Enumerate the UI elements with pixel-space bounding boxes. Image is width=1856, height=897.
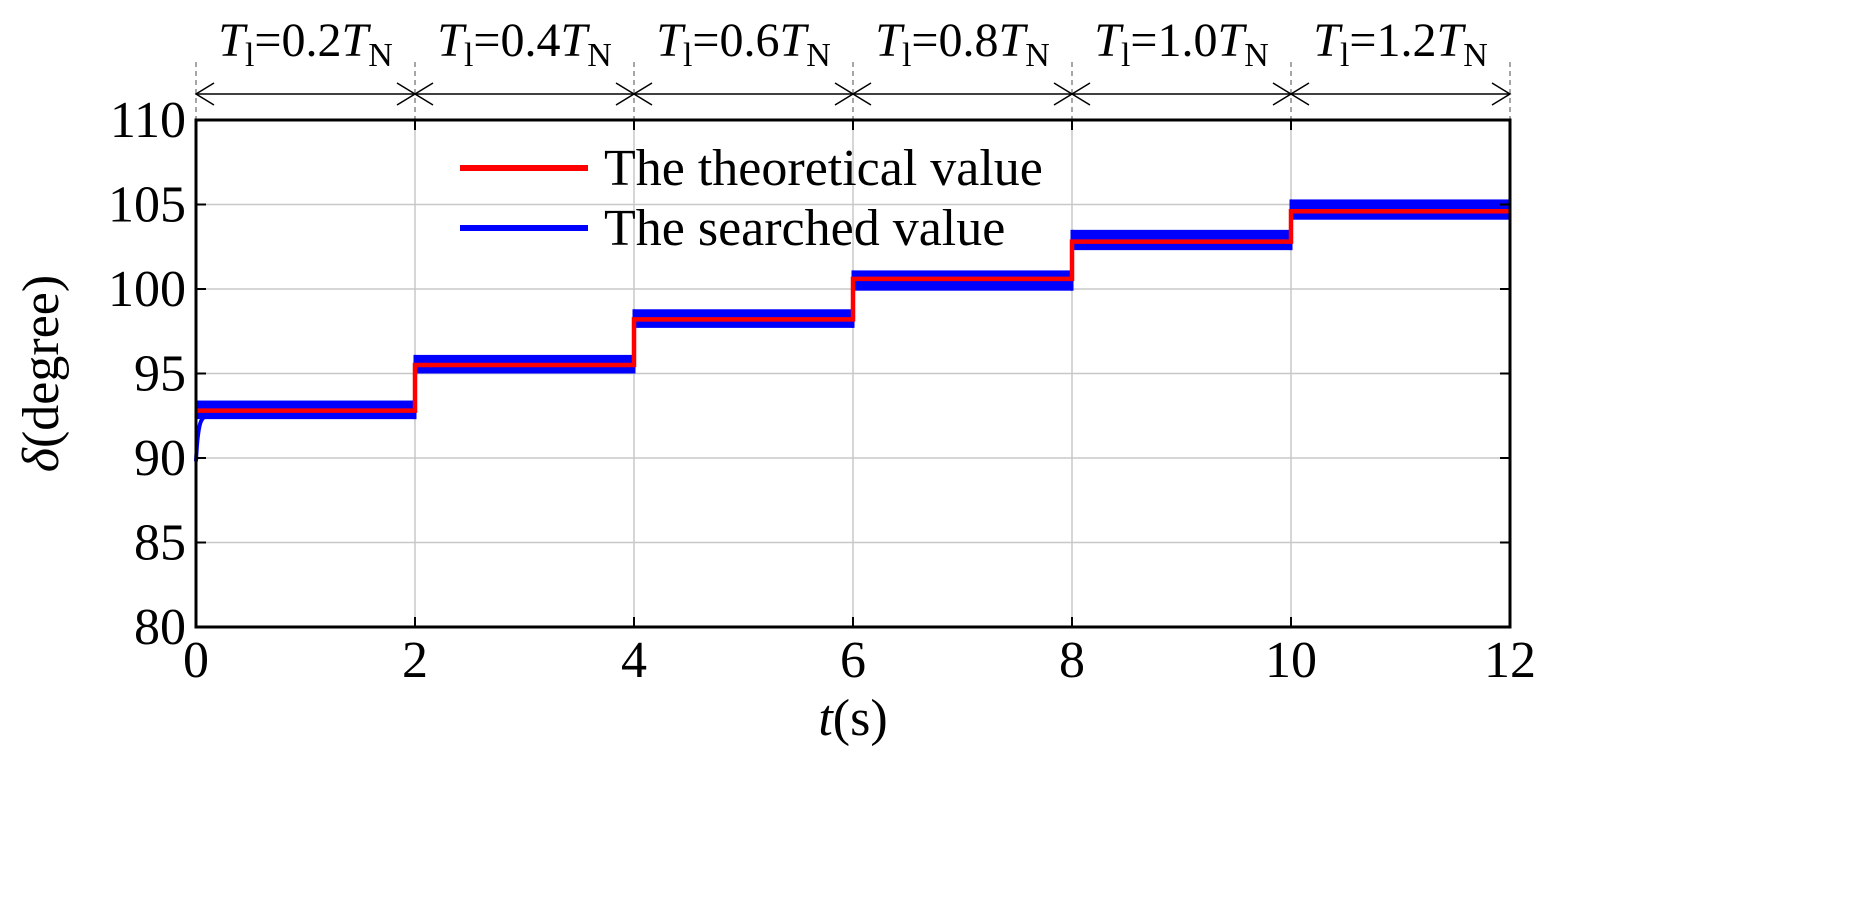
y-tick-label: 100 (108, 261, 186, 318)
segment-label: Tl=0.8TN (875, 14, 1050, 74)
segment-label: Tl=0.4TN (437, 14, 612, 74)
x-tick-label: 12 (1484, 632, 1536, 689)
x-tick-label: 2 (402, 632, 428, 689)
x-tick-label: 4 (621, 632, 647, 689)
legend-label: The searched value (604, 200, 1005, 257)
segment-label: Tl=1.0TN (1094, 14, 1269, 74)
x-tick-label: 10 (1265, 632, 1317, 689)
segment-markers (195, 62, 1511, 120)
y-axis-unit: (degree) (13, 275, 70, 448)
segment-arrow-head-left (851, 82, 872, 106)
axis-ticks: 0 2 4 6 8 10 12 80 85 90 95 100 105 110 (108, 92, 1536, 689)
y-tick-label: 80 (134, 599, 186, 656)
theoretical-value-line (196, 209, 1510, 413)
x-axis-symbol: t (818, 690, 834, 747)
x-tick-label: 8 (1059, 632, 1085, 689)
x-tick-label: 6 (840, 632, 866, 689)
legend-label: The theoretical value (604, 140, 1043, 197)
segment-label: Tl=1.2TN (1313, 14, 1488, 74)
segment-annotations: Tl=0.2TN Tl=0.4TN Tl=0.6TN Tl=0.8TN Tl=1.0TN… (194, 14, 1512, 106)
y-tick-label: 90 (134, 430, 186, 487)
y-tick-label: 105 (108, 177, 186, 234)
y-tick-label: 85 (134, 515, 186, 572)
y-axis-symbol: δ (13, 447, 70, 472)
segment-arrow-head-left (632, 82, 653, 106)
segment-arrow-head-left (194, 82, 215, 106)
segment-arrow-head-right (1491, 82, 1512, 106)
segment-label: Tl=0.2TN (218, 14, 393, 74)
segment-arrow-head-left (1070, 82, 1091, 106)
y-tick-label: 95 (134, 346, 186, 403)
y-tick-label: 110 (110, 92, 186, 149)
x-axis-title: t(s) (818, 690, 887, 747)
segment-arrow-head-left (413, 82, 434, 106)
y-axis-title: δ(degree) (13, 275, 70, 472)
segment-arrow-head-left (1289, 82, 1310, 106)
segment-label: Tl=0.6TN (656, 14, 831, 74)
x-tick-label: 0 (183, 632, 209, 689)
x-axis-unit: (s) (833, 690, 888, 747)
plot-series (194, 199, 1510, 462)
